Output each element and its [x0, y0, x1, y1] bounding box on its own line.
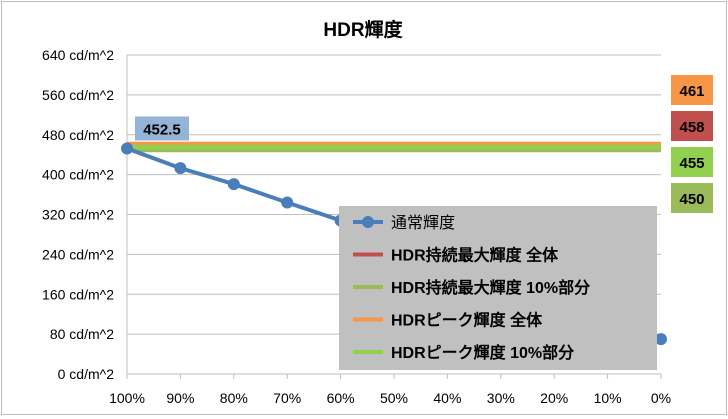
x-tick-label: 80%: [220, 390, 248, 406]
y-tick-label: 560 cd/m^2: [42, 87, 114, 103]
legend-label: HDRピーク輝度 10%部分: [391, 343, 574, 362]
end-label-box: [671, 183, 713, 213]
legend-label: 通常輝度: [391, 214, 455, 232]
y-tick-label: 640 cd/m^2: [42, 47, 114, 63]
end-label-box: [671, 75, 713, 105]
end-label: 458: [679, 119, 704, 136]
end-label: 455: [679, 155, 704, 172]
x-tick-label: 20%: [540, 390, 568, 406]
y-tick-label: 160 cd/m^2: [42, 286, 114, 302]
x-axis-ticks: 100% 90% 80% 70% 60% 50% 40% 30% 20% 10% 0%: [109, 374, 671, 406]
data-point: [121, 142, 133, 155]
end-label: 461: [679, 83, 704, 100]
end-label-box: [671, 111, 713, 141]
legend-marker: [362, 216, 374, 228]
x-tick-label: 90%: [166, 390, 194, 406]
legend-label: HDRピーク輝度 全体: [391, 311, 543, 330]
y-tick-label: 0 cd/m^2: [58, 366, 115, 382]
data-point: [174, 162, 187, 175]
data-label: 452.5: [143, 121, 181, 138]
y-axis-ticks: 0 cd/m^2 80 cd/m^2 160 cd/m^2 240 cd/m^2 320…: [42, 47, 114, 382]
x-tick-label: 40%: [433, 390, 461, 406]
legend-label: HDR持続最大輝度 全体: [391, 246, 559, 265]
data-point: [281, 196, 294, 209]
data-label-box: [135, 116, 189, 141]
x-tick-label: 100%: [109, 390, 145, 406]
y-tick-label: 240 cd/m^2: [42, 246, 114, 262]
y-tick-label: 320 cd/m^2: [42, 207, 114, 223]
x-tick-label: 0%: [651, 390, 671, 406]
chart-title: HDR輝度: [323, 18, 403, 41]
x-tick-label: 10%: [594, 390, 622, 406]
y-tick-label: 80 cd/m^2: [50, 326, 114, 342]
y-tick-label: 400 cd/m^2: [42, 167, 114, 183]
x-tick-label: 50%: [380, 390, 408, 406]
x-tick-label: 60%: [327, 390, 355, 406]
data-point: [655, 333, 667, 346]
chart-svg: HDR輝度 0 cd/m^2 80 cd/m^2 160 cd/m^2 240 cd/…: [42, 18, 713, 406]
legend-label: HDR持続最大輝度 10%部分: [391, 278, 590, 297]
end-value-labels: 461 458 455 450: [671, 75, 713, 213]
legend-box: [339, 206, 657, 370]
x-tick-label: 70%: [273, 390, 301, 406]
x-tick-label: 30%: [487, 390, 515, 406]
data-point: [227, 178, 240, 191]
series-lines: 452.5: [121, 116, 667, 346]
legend: 通常輝度 HDR持続最大輝度 全体 HDR持続最大輝度 10%部分 HDRピーク輝度 …: [339, 206, 657, 370]
end-label: 450: [679, 191, 704, 208]
y-tick-label: 480 cd/m^2: [42, 127, 114, 143]
end-label-box: [671, 147, 713, 177]
